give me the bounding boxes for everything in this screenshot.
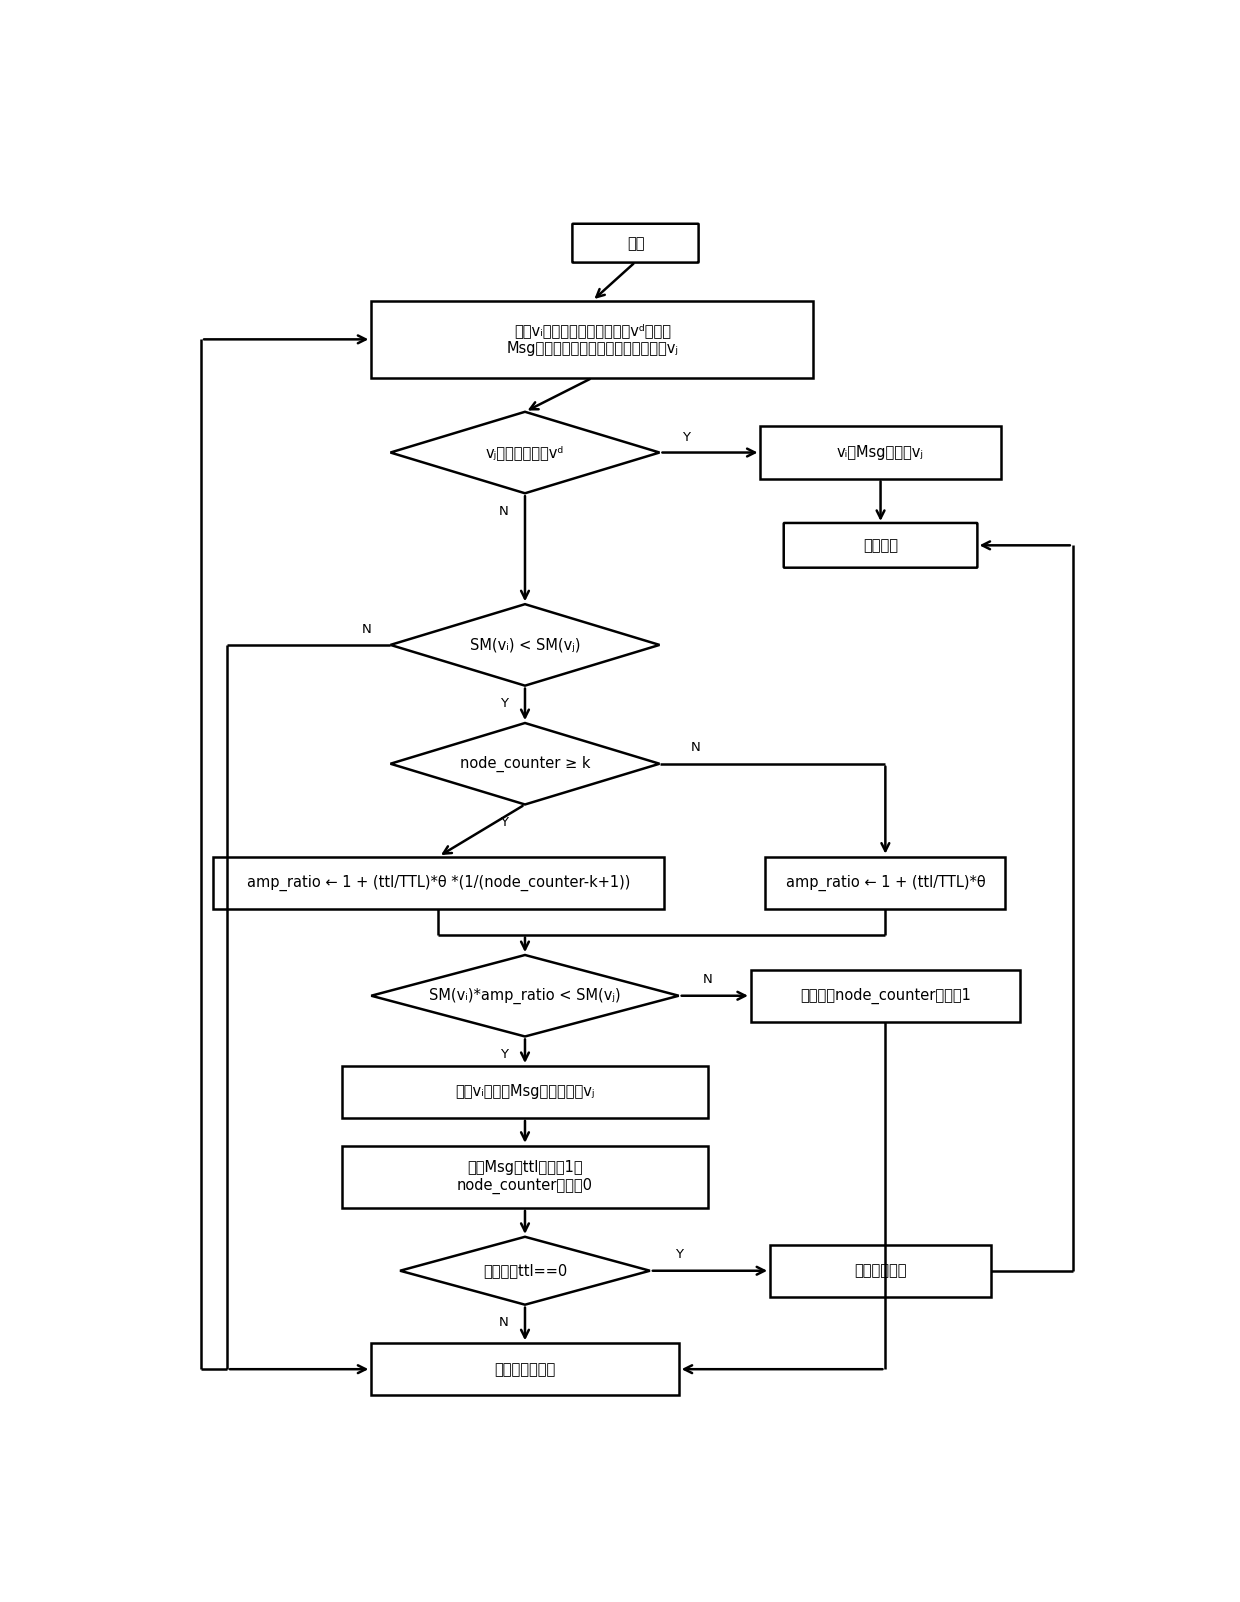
Text: vᵢ将Msg转发给vⱼ: vᵢ将Msg转发给vⱼ: [837, 445, 924, 460]
Text: Y: Y: [675, 1248, 683, 1261]
Polygon shape: [391, 723, 660, 804]
Bar: [760, 426, 1001, 479]
Polygon shape: [401, 1237, 650, 1304]
Text: 等待下一次相遇: 等待下一次相遇: [495, 1362, 556, 1376]
Text: N: N: [498, 505, 508, 517]
Text: SM(vᵢ)*amp_ratio < SM(vⱼ): SM(vᵢ)*amp_ratio < SM(vⱼ): [429, 988, 621, 1004]
Bar: [765, 857, 1006, 908]
Text: N: N: [362, 623, 371, 636]
Text: Y: Y: [682, 431, 691, 444]
FancyBboxPatch shape: [784, 522, 977, 567]
Bar: [342, 1065, 708, 1118]
Text: amp_ratio ← 1 + (ttl/TTL)*θ: amp_ratio ← 1 + (ttl/TTL)*θ: [786, 875, 985, 891]
Text: N: N: [498, 1317, 508, 1330]
Bar: [371, 1342, 678, 1395]
Text: 将该报文丢弃: 将该报文丢弃: [854, 1264, 906, 1278]
Text: 节点vᵢ将报文Msg转发给节点vⱼ: 节点vᵢ将报文Msg转发给节点vⱼ: [455, 1085, 595, 1099]
Text: 开始: 开始: [626, 235, 645, 250]
Bar: [213, 857, 665, 908]
Bar: [342, 1145, 708, 1208]
Text: amp_ratio ← 1 + (ttl/TTL)*θ *(1/(node_counter-k+1)): amp_ratio ← 1 + (ttl/TTL)*θ *(1/(node_co…: [247, 875, 630, 891]
Text: Y: Y: [500, 815, 508, 830]
Text: Y: Y: [500, 697, 508, 710]
Text: N: N: [703, 974, 713, 987]
Bar: [751, 969, 1021, 1022]
Polygon shape: [391, 412, 660, 493]
Text: SM(vᵢ) < SM(vⱼ): SM(vᵢ) < SM(vⱼ): [470, 638, 580, 652]
Text: 该报文的ttl==0: 该报文的ttl==0: [482, 1264, 567, 1278]
Text: 该报文的node_counter字段加1: 该报文的node_counter字段加1: [800, 988, 971, 1004]
Bar: [371, 301, 813, 378]
Polygon shape: [391, 604, 660, 686]
FancyBboxPatch shape: [573, 224, 698, 263]
Bar: [770, 1245, 991, 1296]
Polygon shape: [371, 955, 678, 1036]
Text: Y: Y: [500, 1048, 508, 1061]
Text: node_counter ≥ k: node_counter ≥ k: [460, 756, 590, 772]
Text: vⱼ就是目的节点vᵈ: vⱼ就是目的节点vᵈ: [486, 445, 564, 460]
Text: N: N: [691, 742, 701, 755]
Text: 算法结束: 算法结束: [863, 538, 898, 553]
Text: 报文Msg的ttl字段减1，
node_counter字段置0: 报文Msg的ttl字段减1， node_counter字段置0: [458, 1160, 593, 1193]
Text: 节点vᵢ携带准备发往目的节点vᵈ的报文
Msg，某时刻遇到未携带该报文的节点vⱼ: 节点vᵢ携带准备发往目的节点vᵈ的报文 Msg，某时刻遇到未携带该报文的节点vⱼ: [506, 324, 678, 356]
